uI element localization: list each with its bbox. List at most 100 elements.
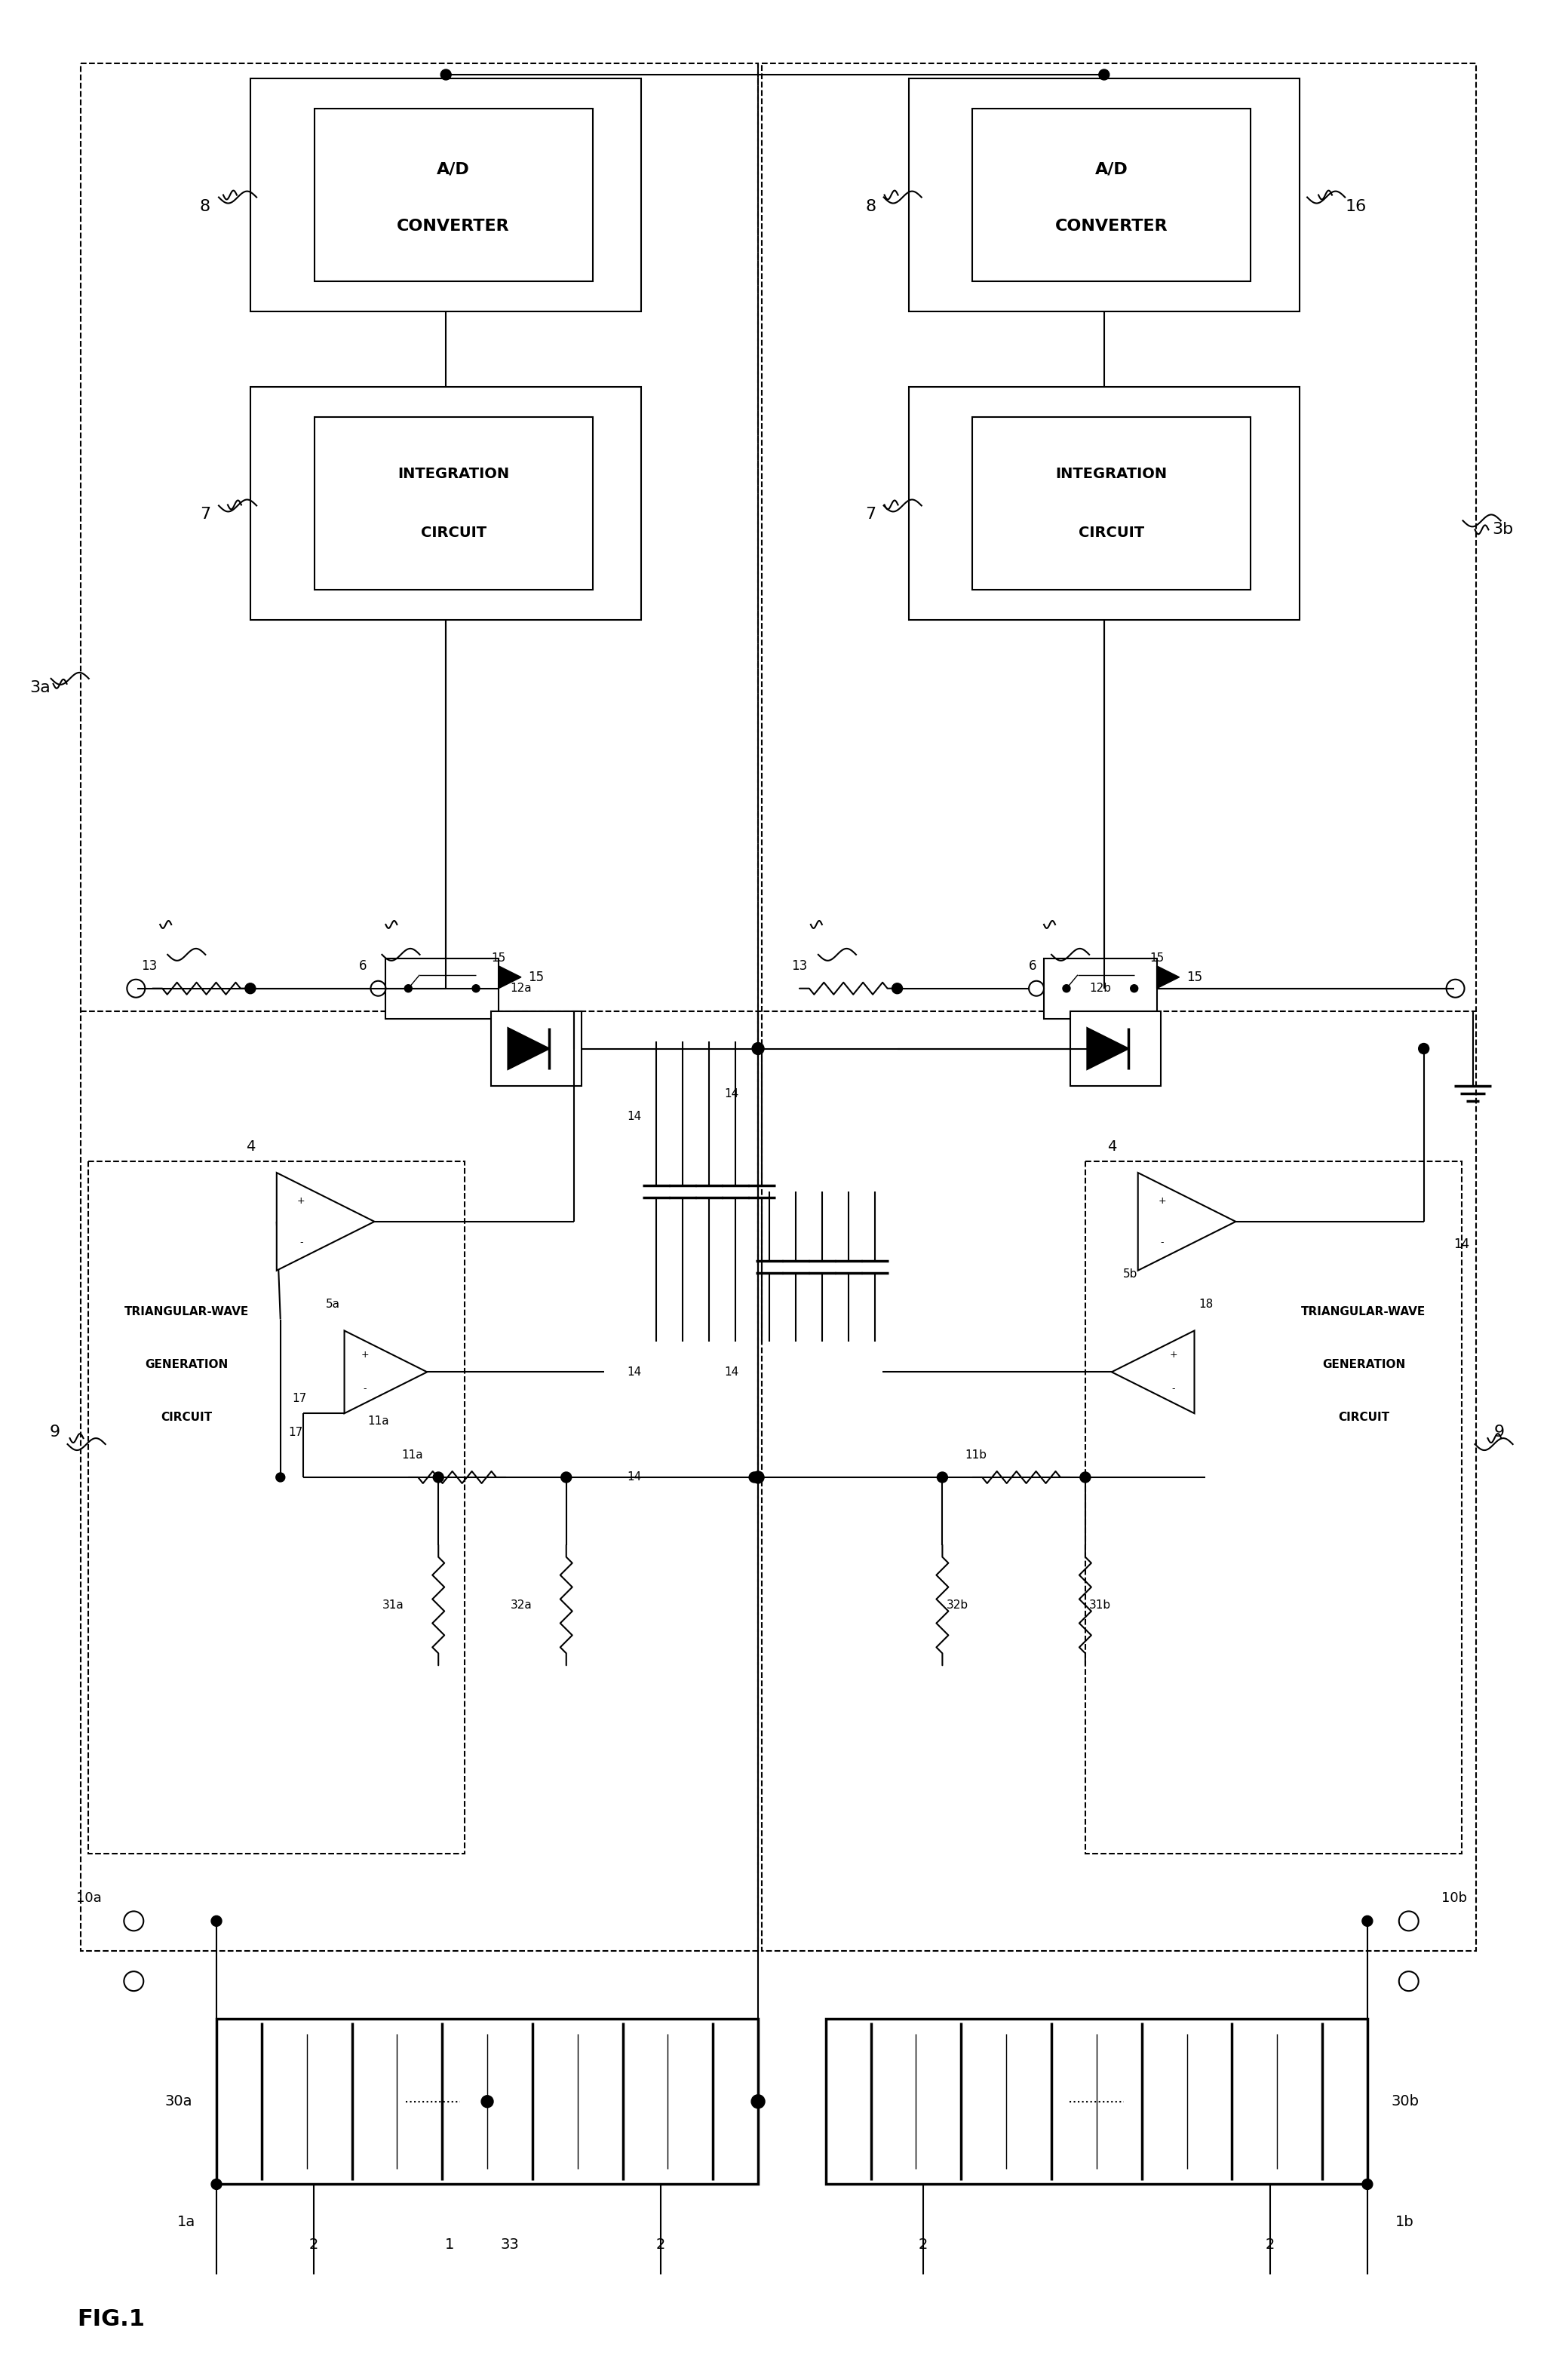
Bar: [314, 416, 593, 590]
Text: +: +: [1159, 1197, 1166, 1207]
Text: 32b: 32b: [946, 1599, 969, 1611]
Text: 32a: 32a: [511, 1599, 533, 1611]
Text: 30b: 30b: [1391, 2094, 1419, 2109]
Text: INTEGRATION: INTEGRATION: [398, 466, 509, 481]
Circle shape: [1362, 1916, 1373, 1925]
Text: 1: 1: [446, 2237, 455, 2251]
Text: 3a: 3a: [30, 681, 50, 695]
Text: 14: 14: [627, 1471, 641, 1483]
Bar: [763, 64, 1477, 1952]
Circle shape: [211, 1916, 222, 1925]
Bar: [909, 388, 1300, 619]
Text: 15: 15: [491, 952, 506, 964]
Circle shape: [1079, 1473, 1090, 1483]
Text: 15: 15: [1186, 971, 1202, 983]
Polygon shape: [499, 966, 522, 988]
Text: 17: 17: [289, 1426, 303, 1438]
Circle shape: [433, 1473, 444, 1483]
Bar: [250, 79, 641, 312]
Text: A/D: A/D: [436, 162, 471, 176]
Text: 2: 2: [655, 2237, 665, 2251]
Text: -: -: [363, 1385, 367, 1395]
Text: 2: 2: [309, 2237, 318, 2251]
Text: 2: 2: [1266, 2237, 1275, 2251]
Text: CIRCUIT: CIRCUIT: [1079, 526, 1145, 540]
Text: 6: 6: [359, 959, 367, 973]
Polygon shape: [1157, 966, 1179, 988]
Text: -: -: [1160, 1238, 1165, 1247]
Text: 14: 14: [725, 1366, 739, 1378]
Bar: [909, 79, 1300, 312]
Text: 3b: 3b: [1492, 521, 1514, 538]
Text: CIRCUIT: CIRCUIT: [421, 526, 486, 540]
Circle shape: [1062, 985, 1070, 992]
Bar: [972, 416, 1250, 590]
Polygon shape: [508, 1028, 550, 1069]
Text: 11b: 11b: [966, 1449, 988, 1461]
Circle shape: [1362, 2180, 1373, 2190]
Text: 14: 14: [1454, 1238, 1469, 1252]
Circle shape: [752, 1471, 764, 1483]
Circle shape: [749, 1473, 759, 1483]
Text: 13: 13: [792, 959, 808, 973]
Text: 8: 8: [865, 200, 876, 214]
Text: 8: 8: [200, 200, 211, 214]
Circle shape: [561, 1473, 572, 1483]
Text: 7: 7: [200, 507, 211, 521]
Text: 14: 14: [725, 1088, 739, 1100]
Text: GENERATION: GENERATION: [1322, 1359, 1405, 1371]
Text: 33: 33: [500, 2237, 519, 2251]
Circle shape: [1131, 985, 1138, 992]
Bar: [385, 959, 499, 1019]
Bar: [216, 2018, 758, 2185]
Circle shape: [211, 2180, 222, 2190]
Polygon shape: [1112, 1330, 1194, 1414]
Text: 15: 15: [1149, 952, 1165, 964]
Text: 14: 14: [627, 1366, 641, 1378]
Bar: [972, 109, 1250, 281]
Bar: [81, 64, 758, 1952]
Text: 6: 6: [1028, 959, 1036, 973]
Text: TRIANGULAR-WAVE: TRIANGULAR-WAVE: [124, 1307, 248, 1319]
Text: CIRCUIT: CIRCUIT: [160, 1411, 213, 1423]
Text: 16: 16: [1345, 200, 1367, 214]
Circle shape: [891, 983, 902, 995]
Bar: [1086, 1161, 1461, 1854]
Text: CIRCUIT: CIRCUIT: [1339, 1411, 1390, 1423]
Text: 5a: 5a: [326, 1299, 340, 1309]
Circle shape: [245, 983, 256, 995]
Circle shape: [472, 985, 480, 992]
Circle shape: [441, 69, 452, 81]
Text: TRIANGULAR-WAVE: TRIANGULAR-WAVE: [1301, 1307, 1426, 1319]
Polygon shape: [276, 1173, 374, 1271]
Text: +: +: [1169, 1349, 1177, 1359]
Text: 11a: 11a: [368, 1416, 388, 1426]
Text: 4: 4: [245, 1140, 255, 1154]
Bar: [826, 2018, 1367, 2185]
Bar: [250, 388, 641, 619]
Text: +: +: [297, 1197, 304, 1207]
Text: 10b: 10b: [1441, 1892, 1466, 1906]
Text: 12b: 12b: [1089, 983, 1112, 995]
Polygon shape: [1087, 1028, 1129, 1069]
Text: 15: 15: [528, 971, 544, 983]
Text: FIG.1: FIG.1: [78, 2309, 144, 2330]
Circle shape: [276, 1473, 284, 1483]
Text: 7: 7: [865, 507, 876, 521]
Polygon shape: [1138, 1173, 1236, 1271]
Circle shape: [1100, 69, 1109, 81]
Text: CONVERTER: CONVERTER: [1054, 219, 1168, 233]
Circle shape: [752, 1042, 764, 1054]
Text: INTEGRATION: INTEGRATION: [1056, 466, 1168, 481]
Text: 17: 17: [292, 1392, 306, 1404]
Text: 30a: 30a: [165, 2094, 193, 2109]
Text: 4: 4: [1107, 1140, 1117, 1154]
Bar: [1044, 959, 1157, 1019]
Bar: [314, 109, 593, 281]
Text: 14: 14: [627, 1111, 641, 1121]
Text: 11a: 11a: [401, 1449, 422, 1461]
Text: 5b: 5b: [1123, 1269, 1138, 1280]
Circle shape: [404, 985, 412, 992]
Text: GENERATION: GENERATION: [144, 1359, 228, 1371]
Text: +: +: [360, 1349, 370, 1359]
